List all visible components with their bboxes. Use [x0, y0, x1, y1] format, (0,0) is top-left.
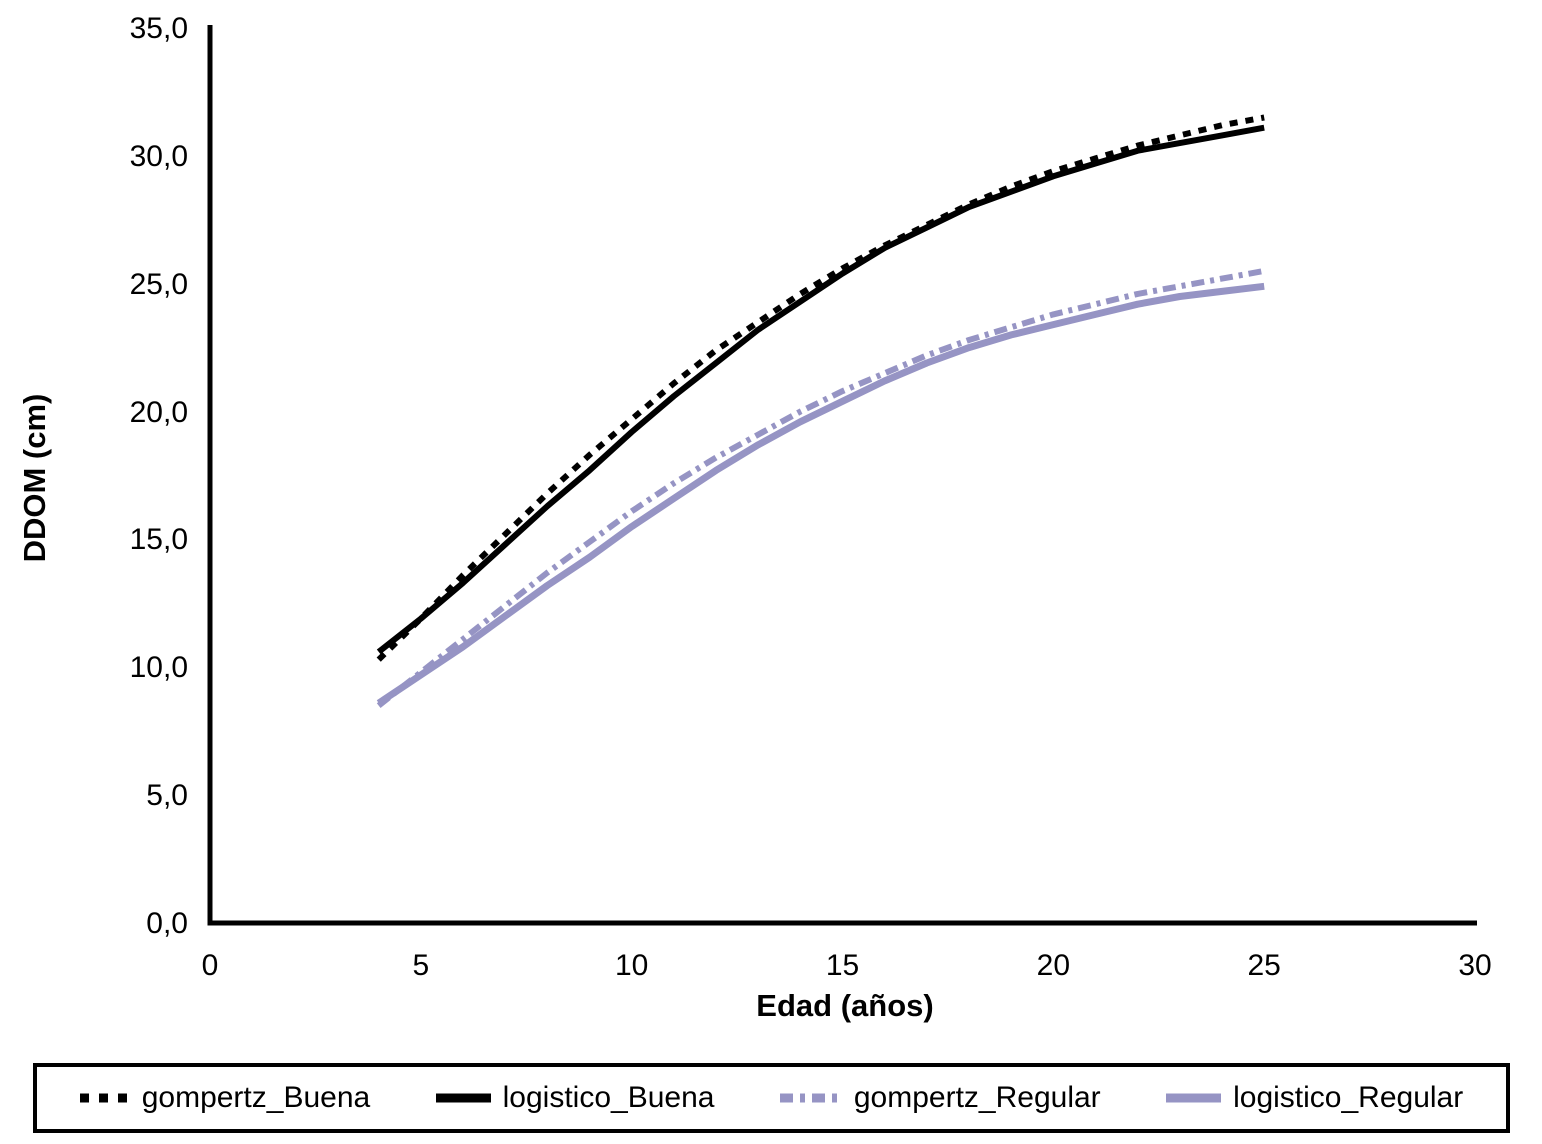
gompertz-buena-line-marker-icon — [79, 1093, 130, 1103]
y-tick-label: 20,0 — [129, 395, 188, 429]
legend-item-gompertz-regular: gompertz_Regular — [779, 1081, 1101, 1115]
legend-item-logistico-regular: logistico_Regular — [1166, 1081, 1463, 1115]
x-tick-label: 20 — [1036, 949, 1071, 982]
x-tick-label: 5 — [412, 949, 430, 982]
legend-label: logistico_Regular — [1233, 1081, 1464, 1114]
legend-label: gompertz_Buena — [141, 1081, 371, 1114]
x-tick-label: 0 — [201, 949, 219, 982]
x-tick-label: 30 — [1458, 949, 1492, 982]
y-tick-label: 30,0 — [129, 139, 188, 173]
y-tick-label: 25,0 — [129, 267, 188, 301]
series-gompertz_Buena — [376, 114, 1265, 662]
series-logistico_Buena — [376, 124, 1265, 655]
legend-item-gompertz-buena: gompertz_Buena — [79, 1081, 371, 1115]
y-axis-title: DDOM (cm) — [17, 393, 52, 563]
legend: gompertz_Buena logistico_Buena gompertz_… — [33, 1063, 1510, 1133]
gompertz-regular-line-marker-icon — [779, 1093, 842, 1103]
y-tick-label: 5,0 — [146, 779, 188, 813]
series-gompertz_Regular — [376, 267, 1265, 708]
series-logistico_Regular — [376, 282, 1265, 707]
logistico-regular-line-marker-icon — [1166, 1093, 1222, 1103]
y-tick-label: 10,0 — [129, 651, 188, 685]
legend-item-logistico-buena: logistico_Buena — [435, 1081, 715, 1115]
legend-label: logistico_Buena — [502, 1081, 715, 1114]
y-tick-label: 15,0 — [129, 523, 188, 557]
x-axis-title: Edad (años) — [756, 988, 934, 1023]
x-tick-label: 25 — [1247, 949, 1281, 982]
x-tick-label: 10 — [614, 949, 649, 982]
y-tick-label: 0,0 — [146, 907, 188, 940]
legend-label: gompertz_Regular — [853, 1081, 1101, 1114]
logistico-buena-line-marker-icon — [435, 1093, 491, 1103]
y-tick-label: 35,0 — [129, 12, 188, 45]
chart-canvas — [207, 25, 1477, 926]
x-tick-label: 15 — [825, 949, 860, 982]
